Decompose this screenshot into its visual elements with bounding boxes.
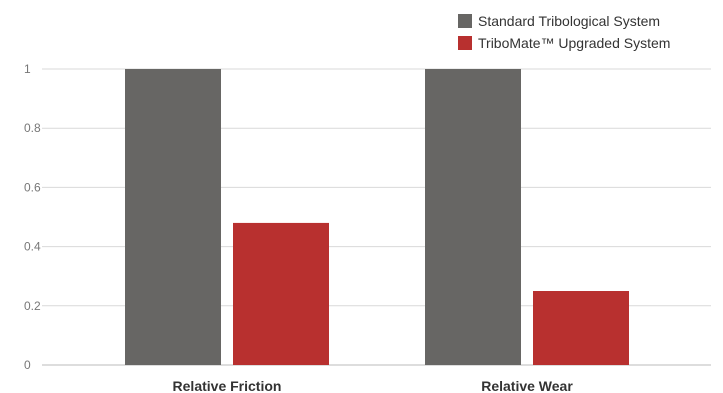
legend: Standard Tribological System TriboMate™ …	[458, 11, 670, 55]
legend-label-standard: Standard Tribological System	[478, 13, 661, 29]
legend-item-tribomate: TriboMate™ Upgraded System	[458, 33, 670, 53]
category-label-0: Relative Friction	[173, 378, 282, 393]
bar-1-0	[425, 69, 521, 365]
bar-0-0	[125, 69, 221, 365]
y-tick-label-0: 0	[24, 358, 31, 372]
y-tick-label-1: 0.2	[24, 299, 41, 313]
y-tick-label-5: 1	[24, 62, 31, 76]
y-tick-label-2: 0.4	[24, 240, 41, 254]
legend-swatch-standard	[458, 14, 472, 28]
y-tick-label-4: 0.8	[24, 121, 41, 135]
legend-swatch-tribomate	[458, 36, 472, 50]
category-label-1: Relative Wear	[481, 378, 573, 393]
y-tick-label-3: 0.6	[24, 180, 41, 194]
bar-1-1	[533, 291, 629, 365]
bar-0-1	[233, 222, 329, 365]
legend-label-tribomate: TriboMate™ Upgraded System	[478, 35, 671, 51]
legend-item-standard: Standard Tribological System	[458, 11, 670, 31]
